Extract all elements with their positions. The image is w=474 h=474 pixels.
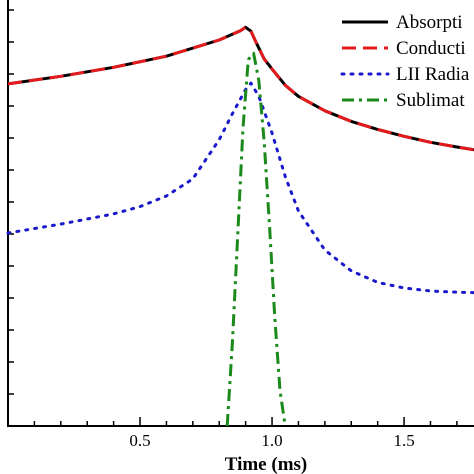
series-line-3 xyxy=(6,81,474,295)
legend-label-1: Absorpti xyxy=(396,12,463,33)
legend: Absorpti Conducti LII Radia Sublimat xyxy=(340,12,470,111)
legend-label-2: Conducti xyxy=(396,38,466,59)
y-axis-ticks xyxy=(8,9,14,395)
plot-frame xyxy=(7,0,474,427)
x-tick-label: 1.5 xyxy=(393,431,414,450)
series-line-2 xyxy=(7,25,474,152)
series-layer xyxy=(6,25,474,427)
x-axis-title: Time (ms) xyxy=(225,454,308,474)
legend-label-3: LII Radia xyxy=(396,64,470,85)
x-tick-label: 0.5 xyxy=(129,431,150,450)
series-line-4 xyxy=(225,51,287,427)
x-tick-label: 1.0 xyxy=(261,431,282,450)
legend-label-4: Sublimat xyxy=(396,90,465,111)
x-axis: 0.5 1.0 1.5 xyxy=(33,417,458,450)
